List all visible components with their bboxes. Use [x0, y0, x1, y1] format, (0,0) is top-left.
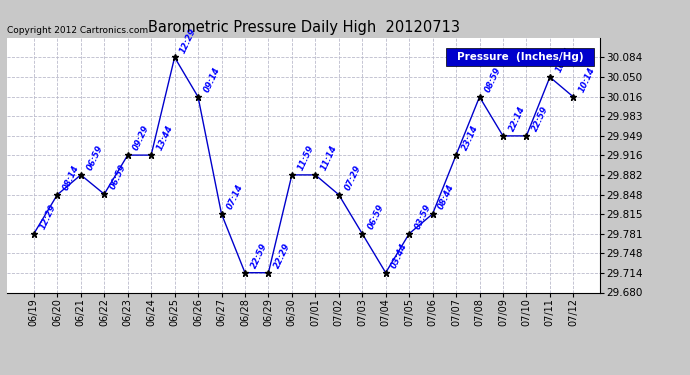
Text: Pressure  (Inches/Hg): Pressure (Inches/Hg): [457, 52, 584, 62]
Text: 08:14: 08:14: [61, 164, 81, 192]
Text: 09:14: 09:14: [202, 66, 221, 94]
Text: 22:59: 22:59: [249, 242, 268, 270]
Text: 23:14: 23:14: [460, 124, 480, 152]
FancyBboxPatch shape: [446, 48, 594, 66]
Text: 07:29: 07:29: [343, 164, 362, 192]
Text: 03:44: 03:44: [390, 242, 409, 270]
Text: 10:14: 10:14: [578, 66, 597, 94]
Title: Barometric Pressure Daily High  20120713: Barometric Pressure Daily High 20120713: [148, 20, 460, 35]
Text: Copyright 2012 Cartronics.com: Copyright 2012 Cartronics.com: [7, 26, 148, 35]
Text: 06:59: 06:59: [366, 203, 386, 231]
Text: 08:44: 08:44: [437, 183, 456, 211]
Text: 07:14: 07:14: [226, 183, 245, 211]
Text: 12:29: 12:29: [179, 26, 198, 54]
Text: 08:59: 08:59: [484, 66, 503, 94]
Text: 06:59: 06:59: [85, 144, 104, 172]
Text: 22:59: 22:59: [531, 105, 550, 133]
Text: 06:59: 06:59: [108, 163, 128, 191]
Text: 09:29: 09:29: [132, 124, 151, 152]
Text: 10:44: 10:44: [554, 46, 573, 74]
Text: 22:29: 22:29: [273, 242, 292, 270]
Text: 12:29: 12:29: [38, 203, 57, 231]
Text: 11:14: 11:14: [319, 144, 339, 172]
Text: 03:59: 03:59: [413, 203, 433, 231]
Text: 22:14: 22:14: [507, 105, 526, 133]
Text: 11:59: 11:59: [296, 144, 315, 172]
Text: 13:44: 13:44: [155, 124, 175, 152]
